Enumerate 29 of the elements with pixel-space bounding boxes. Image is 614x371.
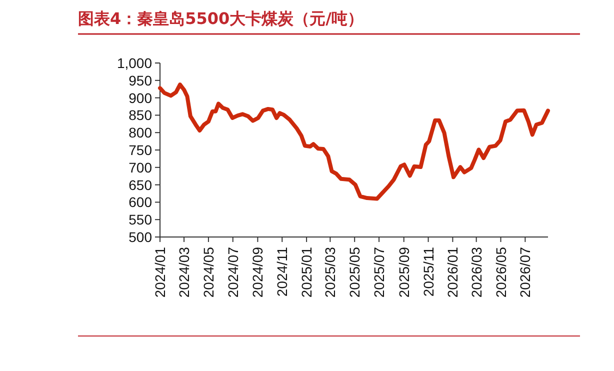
y-tick-label: 800 — [128, 124, 152, 141]
y-tick-label: 600 — [128, 194, 152, 210]
y-tick-label: 1,000 — [116, 55, 152, 71]
y-tick-label: 550 — [128, 212, 152, 228]
x-tick-label: 2025/01 — [298, 246, 315, 298]
x-tick-label: 2024/03 — [176, 246, 192, 298]
x-tick-label: 2025/03 — [322, 246, 338, 298]
x-tick-label: 2026/05 — [492, 246, 509, 298]
x-tick-label: 2024/07 — [224, 246, 241, 298]
y-tick-label: 950 — [128, 72, 152, 88]
chart-title: 图表4：秦皇岛5500大卡煤炭（元/吨） — [78, 9, 364, 28]
x-tick-label: 2026/03 — [468, 246, 484, 298]
line-series — [158, 82, 550, 201]
x-tick-label: 2026/07 — [517, 246, 534, 298]
x-tick-label: 2024/11 — [274, 246, 290, 297]
x-tick-label: 2024/05 — [200, 246, 216, 298]
x-tick-label: 2025/11 — [420, 246, 436, 297]
x-tick-label: 2025/09 — [396, 246, 412, 298]
x-tick-label: 2024/09 — [250, 246, 266, 298]
y-tick-label: 650 — [128, 176, 152, 193]
x-tick-label: 2025/07 — [371, 246, 388, 298]
y-tick-label: 500 — [128, 229, 152, 245]
y-tick-label: 900 — [128, 90, 152, 106]
y-tick-label: 700 — [128, 159, 152, 176]
x-tick-label: 2026/01 — [444, 246, 461, 298]
y-tick-label: 750 — [128, 142, 152, 158]
x-tick-label: 2025/05 — [346, 246, 363, 298]
y-tick-label: 850 — [128, 107, 152, 124]
x-tick-label: 2024/01 — [152, 246, 168, 298]
